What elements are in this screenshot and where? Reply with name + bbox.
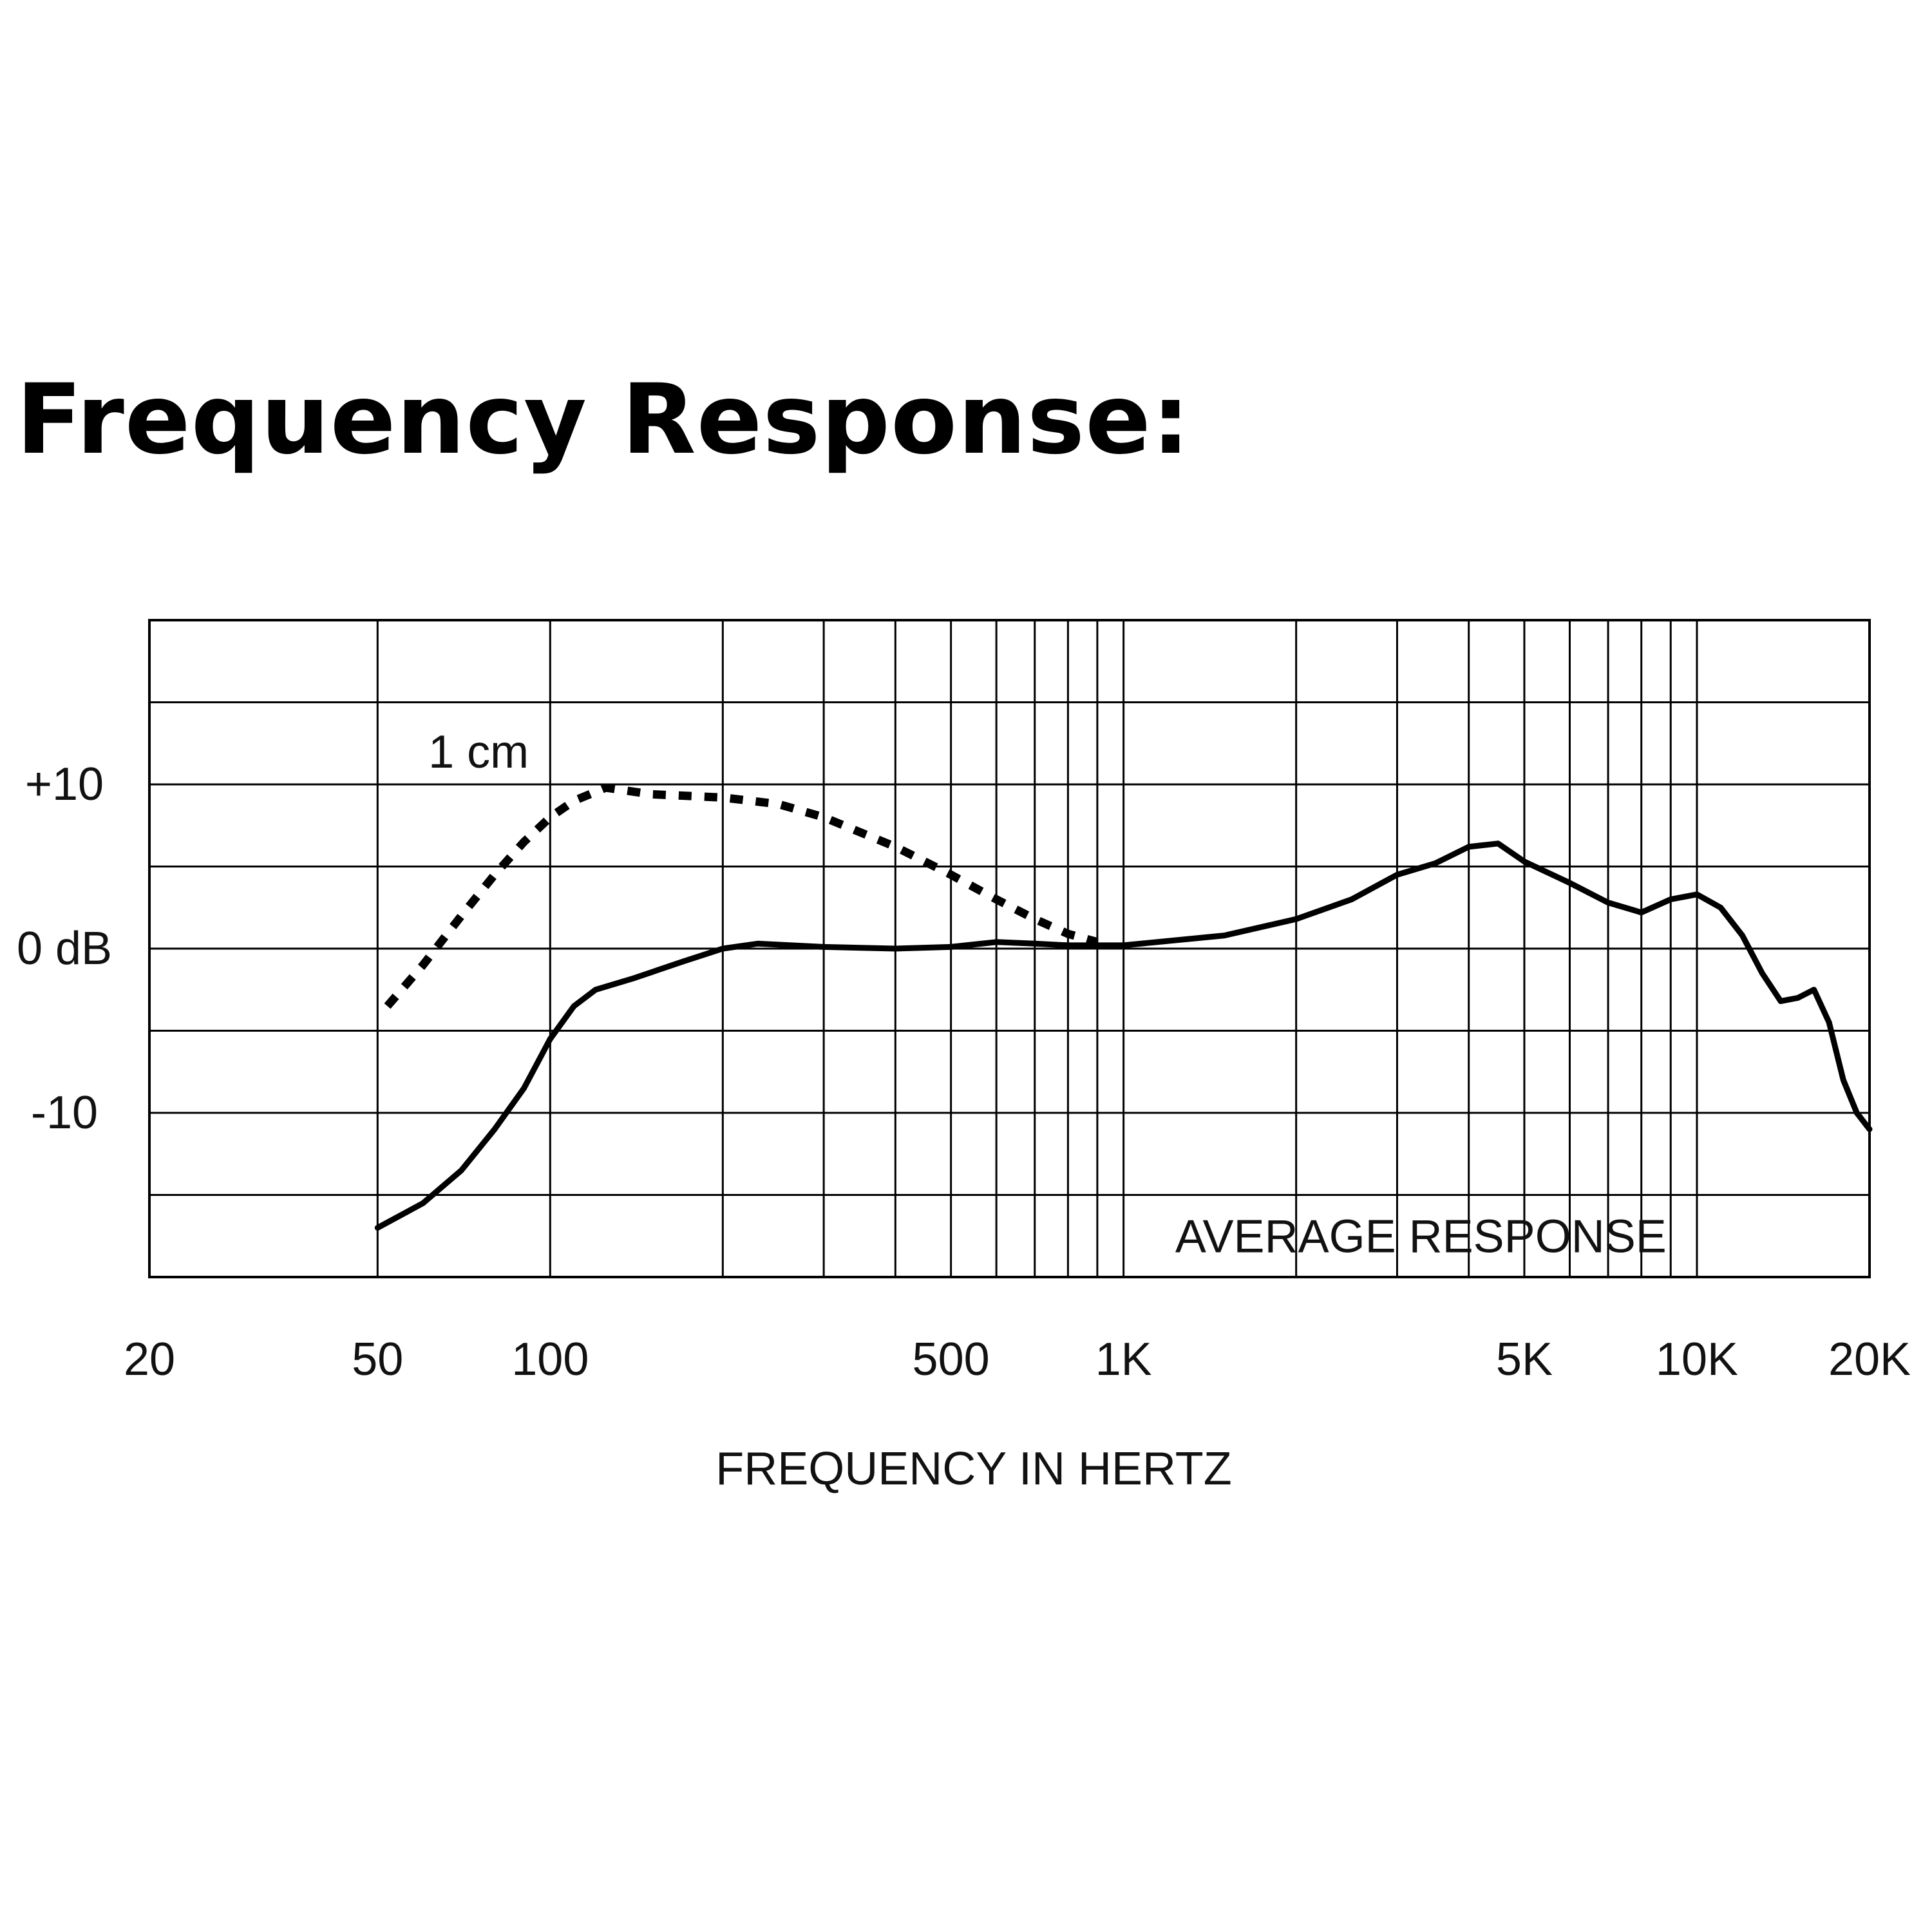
annotations: AVERAGE RESPONSE 1 cm — [428, 726, 1667, 1262]
series-line-average — [374, 840, 1873, 1231]
x-axis-label: FREQUENCY IN HERTZ — [715, 1443, 1231, 1495]
plot-frame — [148, 619, 1871, 1278]
x-tick-label: 10K — [1656, 1334, 1738, 1385]
tick-labels: 20 50 100 500 1K 5K 10K 20K +10 0 dB -10 FREQUENCY … — [17, 759, 1911, 1495]
chart-annotation: AVERAGE RESPONSE — [1175, 1211, 1667, 1262]
x-tick-label: 20K — [1828, 1334, 1911, 1385]
x-tick-label: 5K — [1496, 1334, 1553, 1385]
chart-title: Frequency Response: — [16, 364, 1191, 476]
y-tick-label: +10 — [25, 759, 104, 810]
x-tick-label: 50 — [352, 1334, 403, 1385]
series-lines — [374, 783, 1873, 1231]
series-line-1cm — [384, 783, 1099, 1009]
y-tick-label: -10 — [31, 1087, 98, 1139]
grid — [148, 619, 1871, 1278]
x-tick-label: 1K — [1095, 1334, 1152, 1385]
x-tick-label: 500 — [913, 1334, 990, 1385]
chart-annotation: 1 cm — [428, 726, 529, 778]
x-tick-label: 20 — [124, 1334, 175, 1385]
x-tick-label: 100 — [511, 1334, 589, 1385]
y-tick-label: 0 dB — [17, 923, 112, 974]
